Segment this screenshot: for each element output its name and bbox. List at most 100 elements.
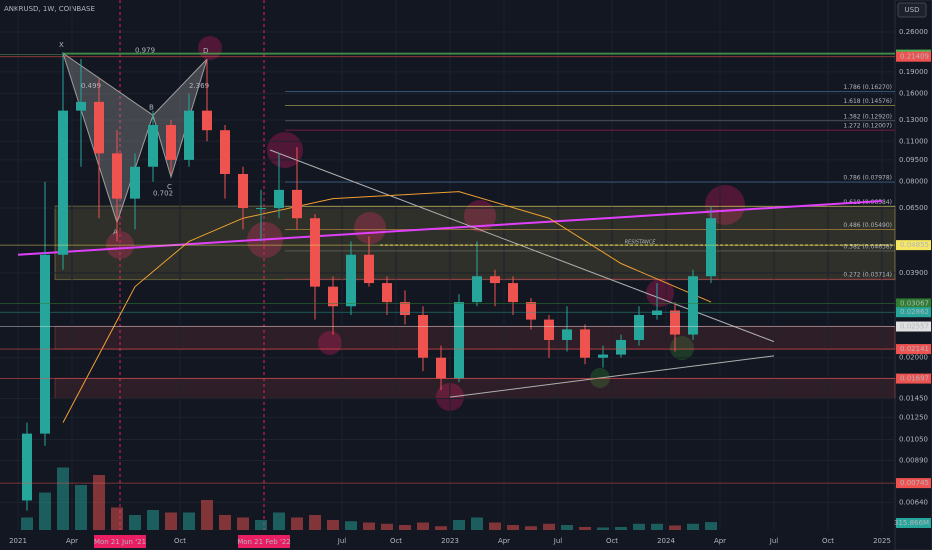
price-level-label: 0.21409: [900, 53, 929, 61]
volume-bar: [417, 522, 429, 530]
volume-bar: [75, 485, 87, 530]
pattern-label: D: [203, 47, 208, 55]
volume-bar: [543, 523, 555, 530]
volume-bar: [597, 527, 609, 530]
volume-bar: [111, 507, 123, 530]
price-level-label: 0.02557: [900, 323, 929, 331]
chart-title: ANKRUSD, 1W, COINBASE: [4, 5, 95, 13]
volume-bar: [57, 467, 69, 530]
candle-body: [544, 319, 554, 340]
volume-bar: [93, 475, 105, 530]
volume-bar: [399, 525, 411, 530]
candle-body: [22, 433, 32, 501]
y-tick-label: 0.16000: [899, 90, 928, 98]
pattern-label: X: [59, 41, 64, 49]
date-marker-label: Mon 21 Feb '22: [237, 538, 291, 546]
volume-bar: [39, 492, 51, 530]
volume-bar: [219, 515, 231, 530]
y-tick-label: 0.08000: [899, 178, 928, 186]
x-tick-label: Oct: [822, 537, 834, 545]
currency[interactable]: USD: [905, 6, 920, 14]
x-tick-label: Jul: [553, 537, 563, 545]
x-tick-label: Oct: [606, 537, 618, 545]
volume-bar: [651, 523, 663, 530]
y-tick-label: 0.19000: [899, 68, 928, 76]
candle-body: [472, 276, 482, 303]
volume-bar: [147, 510, 159, 530]
volume-bar: [705, 522, 717, 530]
price-level-label: 0.01697: [900, 375, 929, 383]
pattern-ratio: 0.702: [153, 189, 173, 197]
candle-body: [130, 166, 140, 199]
zone: [54, 377, 896, 400]
candle-body: [292, 189, 302, 219]
candle-body: [328, 286, 338, 307]
zone: [54, 325, 896, 350]
candle-body: [184, 110, 194, 160]
volume-bar: [687, 523, 699, 530]
candle-body: [526, 302, 536, 320]
resistance-label: RESISTANCE: [625, 240, 657, 246]
highlight-circles: [106, 36, 745, 411]
candle-body: [670, 310, 680, 335]
price-level-box: [896, 240, 931, 251]
fib-label: 1.382 (0.12920): [843, 113, 892, 120]
pattern-ratio: 2.369: [189, 82, 209, 90]
currency-button[interactable]: [897, 2, 927, 18]
candle-body: [76, 101, 86, 111]
price-level-label: 0.02862: [900, 308, 929, 316]
candle-body: [364, 254, 374, 284]
date-marker-box: [94, 535, 146, 548]
candle-body: [40, 254, 50, 434]
volume-label: 315.866M: [894, 519, 929, 527]
volume-bar: [489, 522, 501, 530]
volume-bar: [669, 525, 681, 530]
trendline: [449, 355, 775, 398]
fib-label: 1.272 (0.12007): [843, 123, 892, 130]
y-tick-label: 0.13000: [899, 116, 928, 124]
volume-bar: [615, 527, 627, 530]
date-marker-label: Mon 21 Jun '21: [94, 538, 146, 546]
candle-body: [400, 302, 410, 315]
price-level-label: 0.00745: [900, 479, 929, 487]
x-tick-label: 2025: [873, 537, 891, 545]
candle-body: [418, 314, 428, 358]
candle-body: [112, 153, 122, 199]
volume-bar: [381, 523, 393, 530]
volume-bar: [129, 515, 141, 530]
candle-body: [580, 329, 590, 358]
volume-bar: [201, 500, 213, 530]
x-tick-label: Apr: [498, 537, 510, 545]
y-tick-label: 0.09500: [899, 156, 928, 164]
candle-body: [238, 173, 248, 209]
price-level-box: [896, 298, 931, 309]
x-tick-label: Oct: [390, 537, 402, 545]
x-tick-label: 2023: [441, 537, 459, 545]
volume-bar: [255, 520, 267, 530]
price-axis: [894, 0, 932, 550]
volume-bar: [561, 525, 573, 530]
y-tick-label: 0.02000: [899, 354, 928, 362]
volume-bar: [183, 512, 195, 530]
volume-bar: [363, 522, 375, 530]
price-level-box: [896, 344, 931, 355]
volume-bar: [21, 517, 33, 530]
candle-body: [436, 357, 446, 379]
price-level-box: [896, 321, 931, 332]
volume-bar: [345, 521, 357, 530]
x-tick-label: 2021: [9, 537, 27, 545]
volume-bar: [633, 523, 645, 530]
candle-body: [562, 329, 572, 340]
y-tick-label: 0.26000: [899, 28, 928, 36]
price-level-label: 0.03067: [900, 299, 929, 307]
volume-bar: [327, 520, 339, 530]
candle-body: [688, 276, 698, 335]
volume-label-box: [896, 518, 931, 528]
candle-body: [256, 208, 266, 210]
candle-body: [346, 254, 356, 307]
fib-label: 0.786 (0.07978): [843, 175, 892, 182]
fib-label: 0.272 (0.03714): [843, 272, 892, 279]
x-tick-label: 2024: [657, 537, 675, 545]
candle-body: [202, 110, 212, 131]
volume-bar: [435, 526, 447, 530]
